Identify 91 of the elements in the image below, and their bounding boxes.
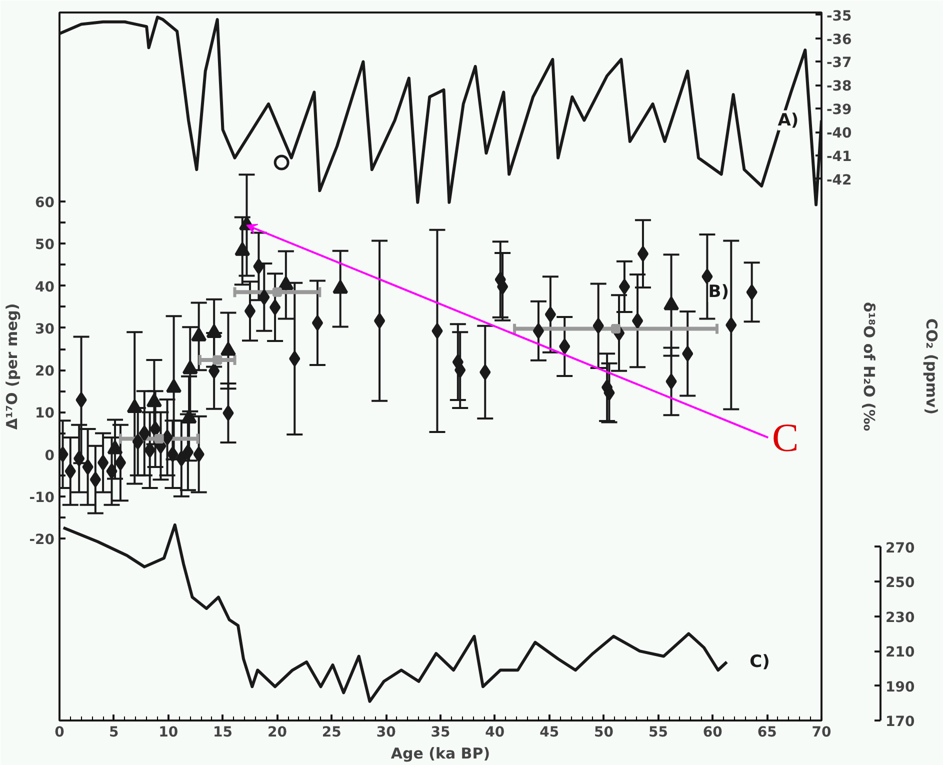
point <box>182 444 194 460</box>
point <box>618 278 630 294</box>
y3-axis-title: CO₂ (ppmv) <box>922 318 941 415</box>
point <box>682 346 694 362</box>
point <box>258 289 270 305</box>
x-tick-label: 55 <box>648 724 668 740</box>
point <box>208 363 220 379</box>
point <box>176 450 188 466</box>
point <box>666 374 677 390</box>
annotation: C <box>772 415 799 460</box>
y-tick-label: -20 <box>29 532 55 548</box>
x-tick-label: 70 <box>812 724 832 740</box>
point <box>138 426 150 442</box>
point <box>253 258 264 274</box>
point <box>637 246 649 262</box>
line-series <box>62 523 728 703</box>
y3-tick-label: 230 <box>886 610 915 626</box>
point <box>312 315 324 331</box>
point <box>162 430 173 446</box>
x-tick-label: 0 <box>54 724 65 740</box>
point <box>272 287 282 297</box>
point <box>144 442 156 458</box>
point <box>106 463 118 479</box>
x-tick-label: 25 <box>322 724 342 740</box>
y2-axis-title: δ¹⁸O of H₂O (‰ <box>860 302 878 432</box>
point <box>702 268 713 284</box>
point <box>480 364 491 380</box>
y-tick-label: 0 <box>44 448 55 464</box>
point <box>76 392 87 408</box>
point <box>222 405 234 421</box>
x-tick-label: 20 <box>267 724 288 740</box>
y-tick-label: -10 <box>29 490 55 506</box>
y3-tick-label: 250 <box>886 575 915 592</box>
y-tick-label: 10 <box>35 406 55 422</box>
x-tick-label: 15 <box>213 724 233 740</box>
y-axis-title: Δ¹⁷O (per meg) <box>3 303 22 430</box>
x-tick-label: 5 <box>109 724 119 740</box>
point <box>289 350 300 366</box>
y-tick-label: 40 <box>35 279 55 296</box>
y-tick-label: 50 <box>35 237 55 254</box>
y3-tick-label: 190 <box>886 679 915 696</box>
point <box>82 459 94 475</box>
point <box>559 338 570 354</box>
y3-tick-label: 210 <box>886 644 915 661</box>
y3-tick-label: 170 <box>886 714 915 730</box>
point <box>454 362 466 378</box>
x-tick-label: 35 <box>430 724 450 740</box>
y2-tick-label: -36 <box>826 32 852 48</box>
x-tick-label: 10 <box>158 724 178 740</box>
point <box>544 306 556 322</box>
x-tick-label: 65 <box>757 724 777 740</box>
y2-tick-label: -41 <box>826 149 852 166</box>
series-label: C) <box>750 652 770 672</box>
point <box>193 446 204 462</box>
x-tick-label: 45 <box>540 724 560 740</box>
point <box>632 313 644 329</box>
point <box>532 323 544 339</box>
point <box>132 434 144 450</box>
x-tick-label: 30 <box>376 724 396 740</box>
point <box>726 317 737 333</box>
y-tick-label: 30 <box>35 321 55 338</box>
point <box>432 323 443 339</box>
x-tick-label: 40 <box>485 724 505 740</box>
y-tick-label: 60 <box>35 195 55 212</box>
point <box>90 472 102 488</box>
y2-tick-label: -38 <box>826 78 852 95</box>
y2-tick-label: -42 <box>826 172 852 188</box>
x-axis-title: Age (ka BP) <box>390 744 490 762</box>
y3-tick-label: 270 <box>886 540 915 556</box>
y2-tick-label: -40 <box>826 126 852 142</box>
point <box>114 454 126 470</box>
point <box>167 446 178 462</box>
point <box>592 318 604 334</box>
y2-tick-label: -35 <box>826 8 852 24</box>
point <box>154 434 164 444</box>
point <box>74 450 85 466</box>
x-tick-label: 50 <box>594 724 614 740</box>
y-tick-label: 20 <box>35 364 55 380</box>
point <box>150 421 161 437</box>
point <box>374 313 386 329</box>
point <box>746 284 758 300</box>
series-label: B) <box>708 282 729 302</box>
x-tick-label: 60 <box>702 724 723 740</box>
point <box>269 300 281 316</box>
y2-tick-label: -39 <box>826 102 852 118</box>
y2-tick-label: -37 <box>826 55 852 72</box>
point <box>244 303 256 319</box>
series-label: A) <box>778 110 799 130</box>
point <box>97 454 109 470</box>
point <box>64 463 76 479</box>
point <box>212 355 222 365</box>
